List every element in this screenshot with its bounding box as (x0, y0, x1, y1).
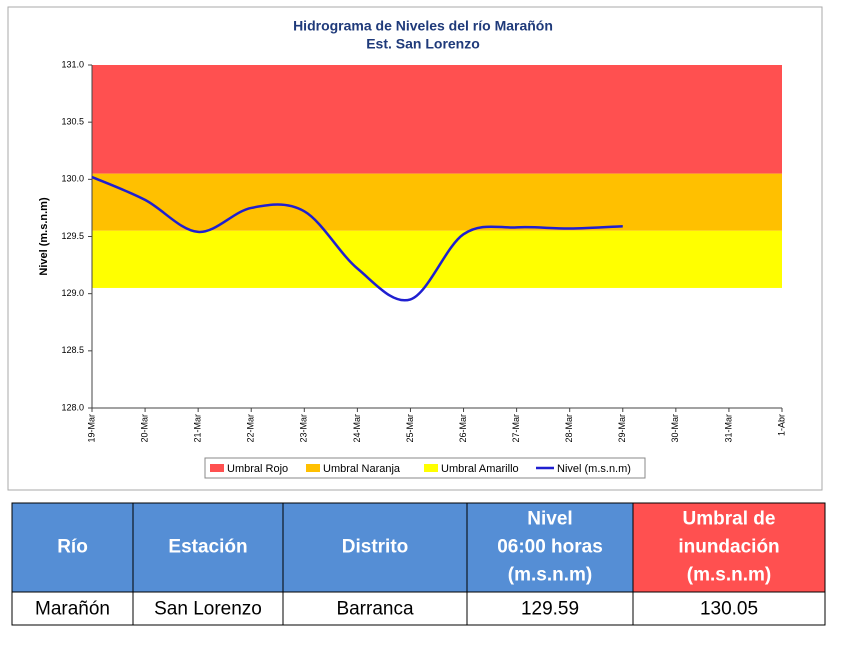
x-tick-label: 28-Mar (564, 414, 574, 443)
y-tick-label: 129.5 (61, 231, 84, 241)
header-text: Nivel (527, 509, 572, 530)
x-tick-label: 29-Mar (617, 414, 627, 443)
legend-swatch (210, 464, 224, 472)
header-text: 06:00 horas (497, 537, 603, 558)
chart-title: Est. San Lorenzo (366, 36, 480, 52)
y-tick-label: 131.0 (61, 59, 84, 69)
threshold-band (92, 173, 782, 231)
header-cell (632, 502, 826, 593)
cell-text: Barranca (336, 599, 414, 620)
x-tick-label: 23-Mar (299, 414, 309, 443)
x-tick-label: 31-Mar (723, 414, 733, 443)
x-tick-label: 21-Mar (193, 414, 203, 443)
table-cell (132, 591, 284, 626)
threshold-band (92, 230, 782, 288)
x-tick-label: 19-Mar (86, 414, 96, 443)
cell-text: Marañón (35, 599, 110, 620)
legend-label: Umbral Amarillo (441, 463, 519, 475)
header-cell (282, 502, 468, 593)
table-cell (466, 591, 634, 626)
header-cell (466, 502, 634, 593)
header-cell (132, 502, 284, 593)
header-text: inundación (678, 537, 779, 558)
x-tick-label: 25-Mar (405, 414, 415, 443)
x-tick-label: 27-Mar (511, 414, 521, 443)
cell-text: San Lorenzo (154, 599, 262, 620)
y-tick-label: 128.0 (61, 402, 84, 412)
header-text: Río (57, 537, 88, 558)
header-text: Umbral de (683, 509, 776, 530)
legend-swatch (306, 464, 320, 472)
legend-label: Umbral Rojo (227, 463, 288, 475)
legend-swatch (424, 464, 438, 472)
y-tick-label: 128.5 (61, 345, 84, 355)
x-tick-label: 24-Mar (352, 414, 362, 443)
x-tick-label: 1-Abr (776, 414, 786, 436)
threshold-band (92, 65, 782, 174)
header-text: (m.s.n.m) (508, 565, 592, 586)
header-text: Distrito (342, 537, 409, 558)
cell-text: 130.05 (700, 599, 758, 620)
y-tick-label: 130.0 (61, 174, 84, 184)
legend-label: Nivel (m.s.n.m) (557, 463, 631, 475)
table-cell (632, 591, 826, 626)
x-tick-label: 26-Mar (458, 414, 468, 443)
x-tick-label: 22-Mar (246, 414, 256, 443)
y-axis-label: Nivel (m.s.n.m) (38, 197, 50, 276)
header-text: Estación (168, 537, 247, 558)
level-line (91, 175, 623, 302)
table-cell (282, 591, 468, 626)
cell-text: 129.59 (521, 599, 579, 620)
x-tick-label: 30-Mar (670, 414, 680, 443)
legend-label: Umbral Naranja (323, 463, 401, 475)
x-tick-label: 20-Mar (139, 414, 149, 443)
chart-title: Hidrograma de Niveles del río Marañón (293, 18, 553, 34)
y-tick-label: 130.5 (61, 117, 84, 127)
header-text: (m.s.n.m) (687, 565, 771, 586)
y-tick-label: 129.0 (61, 288, 84, 298)
